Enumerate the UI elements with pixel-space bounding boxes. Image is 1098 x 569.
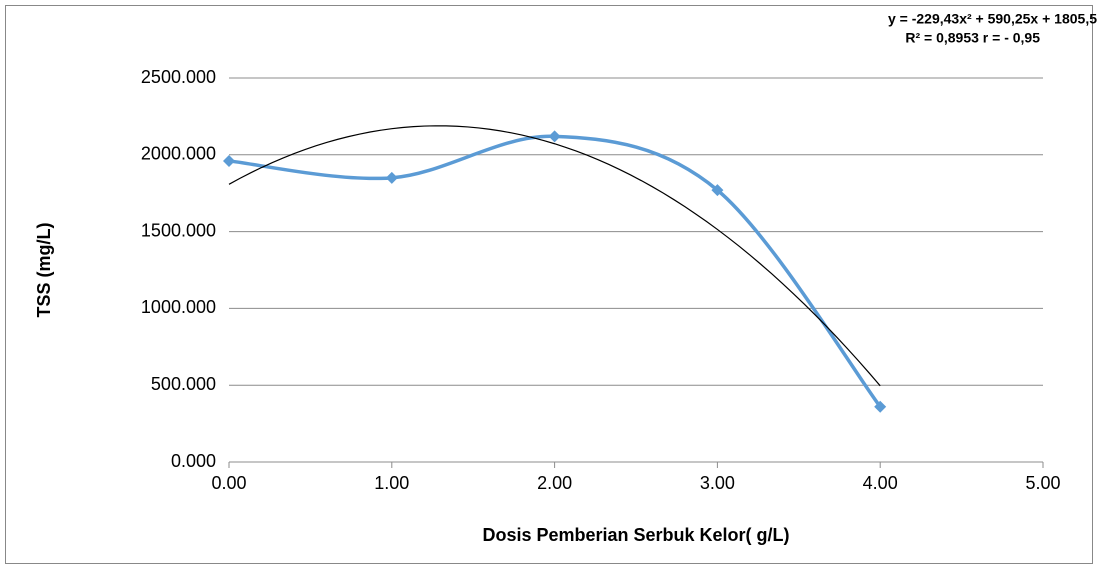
x-tick-label: 2.00: [537, 473, 572, 493]
y-tick-label: 1000.000: [141, 297, 216, 317]
marker: [874, 400, 887, 413]
x-tick-label: 5.00: [1025, 473, 1060, 493]
x-tick-label: 0.00: [211, 473, 246, 493]
marker: [223, 154, 235, 167]
y-tick-label: 2500.000: [141, 67, 216, 87]
y-tick-label: 500.000: [151, 374, 216, 394]
y-tick-label: 0.000: [171, 451, 216, 471]
x-tick-label: 1.00: [374, 473, 409, 493]
chart-border: [5, 5, 1093, 564]
marker: [385, 171, 398, 184]
y-tick-label: 1500.000: [141, 220, 216, 240]
y-axis-label: TSS (mg/L): [34, 223, 54, 318]
trendline: [228, 125, 881, 387]
equation: y = -229,43x² + 590,25x + 1805,5: [888, 11, 1097, 27]
marker: [548, 130, 561, 143]
x-axis-label: Dosis Pemberian Serbuk Kelor( g/L): [482, 525, 789, 545]
r-squared: R² = 0,8953 r = - 0,95: [905, 30, 1040, 46]
y-tick-label: 2000.000: [141, 144, 216, 164]
x-tick-label: 3.00: [700, 473, 735, 493]
marker: [711, 184, 724, 197]
series-line: [228, 134, 882, 408]
x-tick-label: 4.00: [863, 473, 898, 493]
